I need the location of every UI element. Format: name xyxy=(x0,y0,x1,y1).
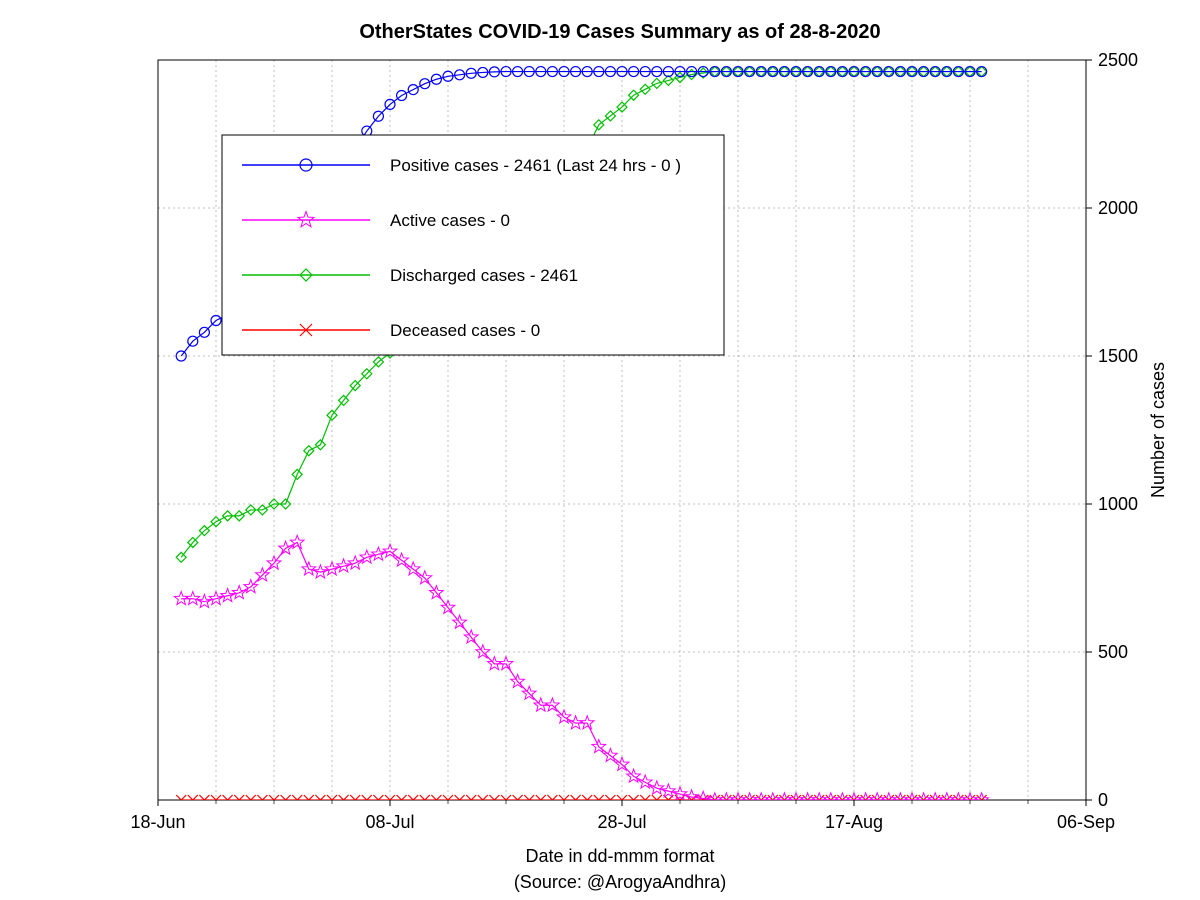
x-axis-label: Date in dd-mmm format xyxy=(525,846,714,866)
y-tick-label: 1500 xyxy=(1098,346,1138,366)
x-axis-source: (Source: @ArogyaAndhra) xyxy=(514,872,726,892)
x-tick-label: 17-Aug xyxy=(825,812,883,832)
chart-title: OtherStates COVID-19 Cases Summary as of… xyxy=(359,21,880,43)
y-tick-label: 500 xyxy=(1098,642,1128,662)
y-tick-label: 2000 xyxy=(1098,198,1138,218)
legend-label: Discharged cases - 2461 xyxy=(390,266,578,285)
y-tick-label: 0 xyxy=(1098,790,1108,810)
x-tick-label: 28-Jul xyxy=(597,812,646,832)
series-active xyxy=(181,542,981,800)
legend-label: Deceased cases - 0 xyxy=(390,321,540,340)
legend-label: Active cases - 0 xyxy=(390,211,510,230)
y-tick-label: 1000 xyxy=(1098,494,1138,514)
x-tick-label: 08-Jul xyxy=(365,812,414,832)
x-tick-label: 18-Jun xyxy=(130,812,185,832)
y-axis-label: Number of cases xyxy=(1148,362,1168,498)
chart-svg: OtherStates COVID-19 Cases Summary as of… xyxy=(0,0,1200,900)
y-tick-label: 2500 xyxy=(1098,50,1138,70)
legend-label: Positive cases - 2461 (Last 24 hrs - 0 ) xyxy=(390,156,681,175)
x-tick-label: 06-Sep xyxy=(1057,812,1115,832)
chart-container: OtherStates COVID-19 Cases Summary as of… xyxy=(0,0,1200,900)
